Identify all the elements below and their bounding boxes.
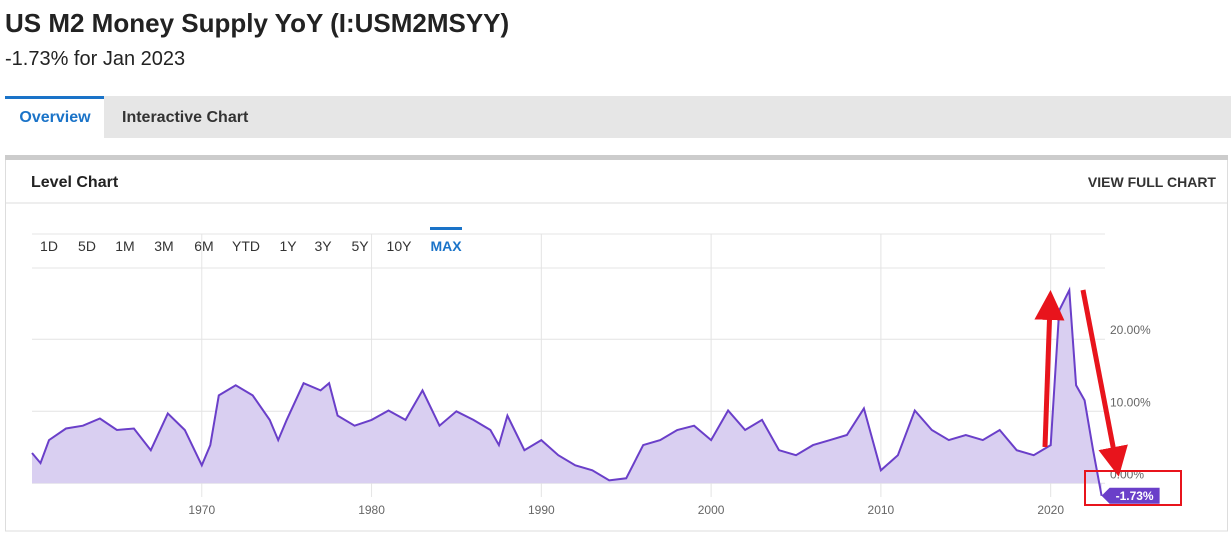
range-button[interactable]: 10Y [387, 238, 413, 254]
area [32, 290, 1102, 496]
panel-title: Level Chart [31, 174, 119, 191]
line [31, 286, 1103, 496]
tab[interactable]: Overview [19, 109, 91, 126]
x-tick-label: 2000 [698, 503, 725, 517]
x-tick-label: 2020 [1037, 503, 1064, 517]
tab[interactable]: Interactive Chart [122, 109, 249, 126]
range-button[interactable]: 6M [194, 238, 213, 254]
tab-indicator [5, 96, 104, 99]
value-tag-label: -1.73% [1116, 489, 1154, 503]
range-button[interactable]: 1M [115, 238, 134, 254]
page-title: US M2 Money Supply YoY (I:USM2MSYY) [5, 8, 509, 38]
x-tick-label: 2010 [868, 503, 895, 517]
range-button[interactable]: YTD [232, 238, 260, 254]
value-tag [1101, 487, 1160, 504]
highlight-box [1084, 470, 1182, 506]
view-full-chart[interactable]: VIEW FULL CHART [1088, 174, 1217, 190]
panel-top [5, 155, 1228, 160]
x-tick-label: 1980 [358, 503, 385, 517]
x-tick-label: 1970 [188, 503, 215, 517]
chart: 1D 5D 1M 3M 6M YTD 1Y 3Y 5Y 10Y MAX 1970 1980 1990 200… [31, 227, 1160, 517]
range-button[interactable]: 5D [78, 238, 96, 254]
range-button[interactable]: 5Y [351, 238, 369, 254]
range-button[interactable]: 3M [154, 238, 173, 254]
tab-active[interactable] [5, 96, 104, 138]
red-annotations [1034, 289, 1182, 506]
range-button[interactable]: 3Y [314, 238, 332, 254]
range-button[interactable]: 1D [40, 238, 58, 254]
arrow-up [1034, 290, 1065, 448]
arrow-down [1080, 289, 1128, 477]
x-tick-label: 1990 [528, 503, 555, 517]
range-indicator [430, 227, 462, 230]
y-tick-label: 20.00% [1110, 323, 1151, 337]
y-tick-label: 10.00% [1110, 395, 1151, 409]
y-tick-label: 0.00% [1110, 467, 1144, 481]
range-button[interactable]: 1Y [279, 238, 297, 254]
page-subtitle: -1.73% for Jan 2023 [5, 48, 185, 70]
range-button[interactable]: MAX [430, 238, 462, 254]
tab-bar [5, 96, 1231, 138]
